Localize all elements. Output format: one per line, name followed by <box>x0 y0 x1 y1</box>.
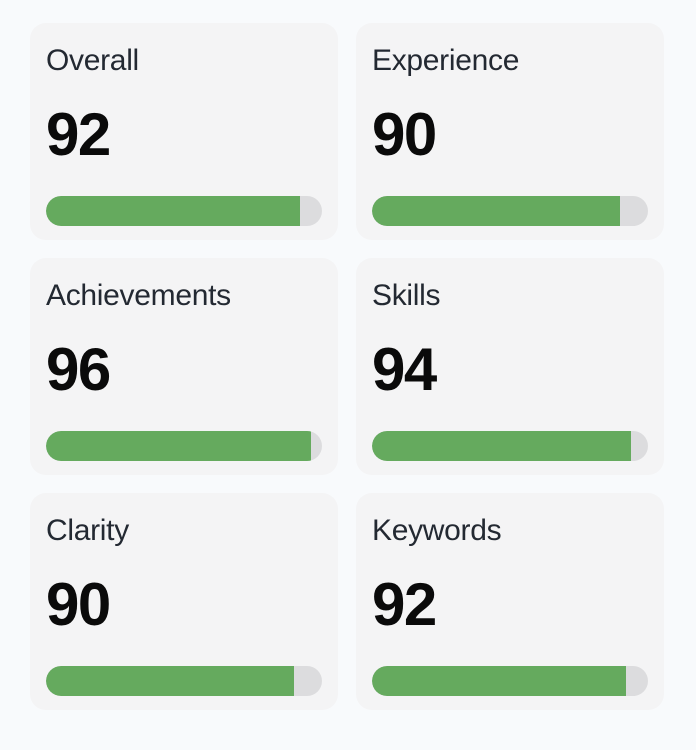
score-label: Achievements <box>46 279 231 312</box>
score-card-skills: Skills 94 <box>356 258 664 475</box>
score-card-overall: Overall 92 <box>30 23 338 240</box>
progress-bar <box>46 196 322 226</box>
score-value: 90 <box>46 571 111 638</box>
score-card-clarity: Clarity 90 <box>30 493 338 710</box>
score-value: 96 <box>46 336 111 403</box>
score-label: Clarity <box>46 514 129 547</box>
score-label: Keywords <box>372 514 502 547</box>
progress-bar <box>372 431 648 461</box>
score-card-grid: Overall 92 Experience 90 Achievements 96… <box>30 23 664 710</box>
progress-bar-fill <box>46 666 295 696</box>
progress-bar-fill <box>372 431 632 461</box>
score-card-keywords: Keywords 92 <box>356 493 664 710</box>
score-card-achievements: Achievements 96 <box>30 258 338 475</box>
score-value: 92 <box>46 101 111 168</box>
score-label: Experience <box>372 44 520 77</box>
progress-bar-fill <box>46 196 300 226</box>
score-card-experience: Experience 90 <box>356 23 664 240</box>
progress-bar <box>372 196 648 226</box>
score-value: 94 <box>372 336 437 403</box>
score-value: 92 <box>372 571 437 638</box>
score-label: Overall <box>46 44 139 77</box>
progress-bar <box>372 666 648 696</box>
score-value: 90 <box>372 101 437 168</box>
progress-bar <box>46 666 322 696</box>
progress-bar-fill <box>46 431 311 461</box>
progress-bar <box>46 431 322 461</box>
progress-bar-fill <box>372 666 626 696</box>
progress-bar-fill <box>372 196 621 226</box>
score-label: Skills <box>372 279 441 312</box>
